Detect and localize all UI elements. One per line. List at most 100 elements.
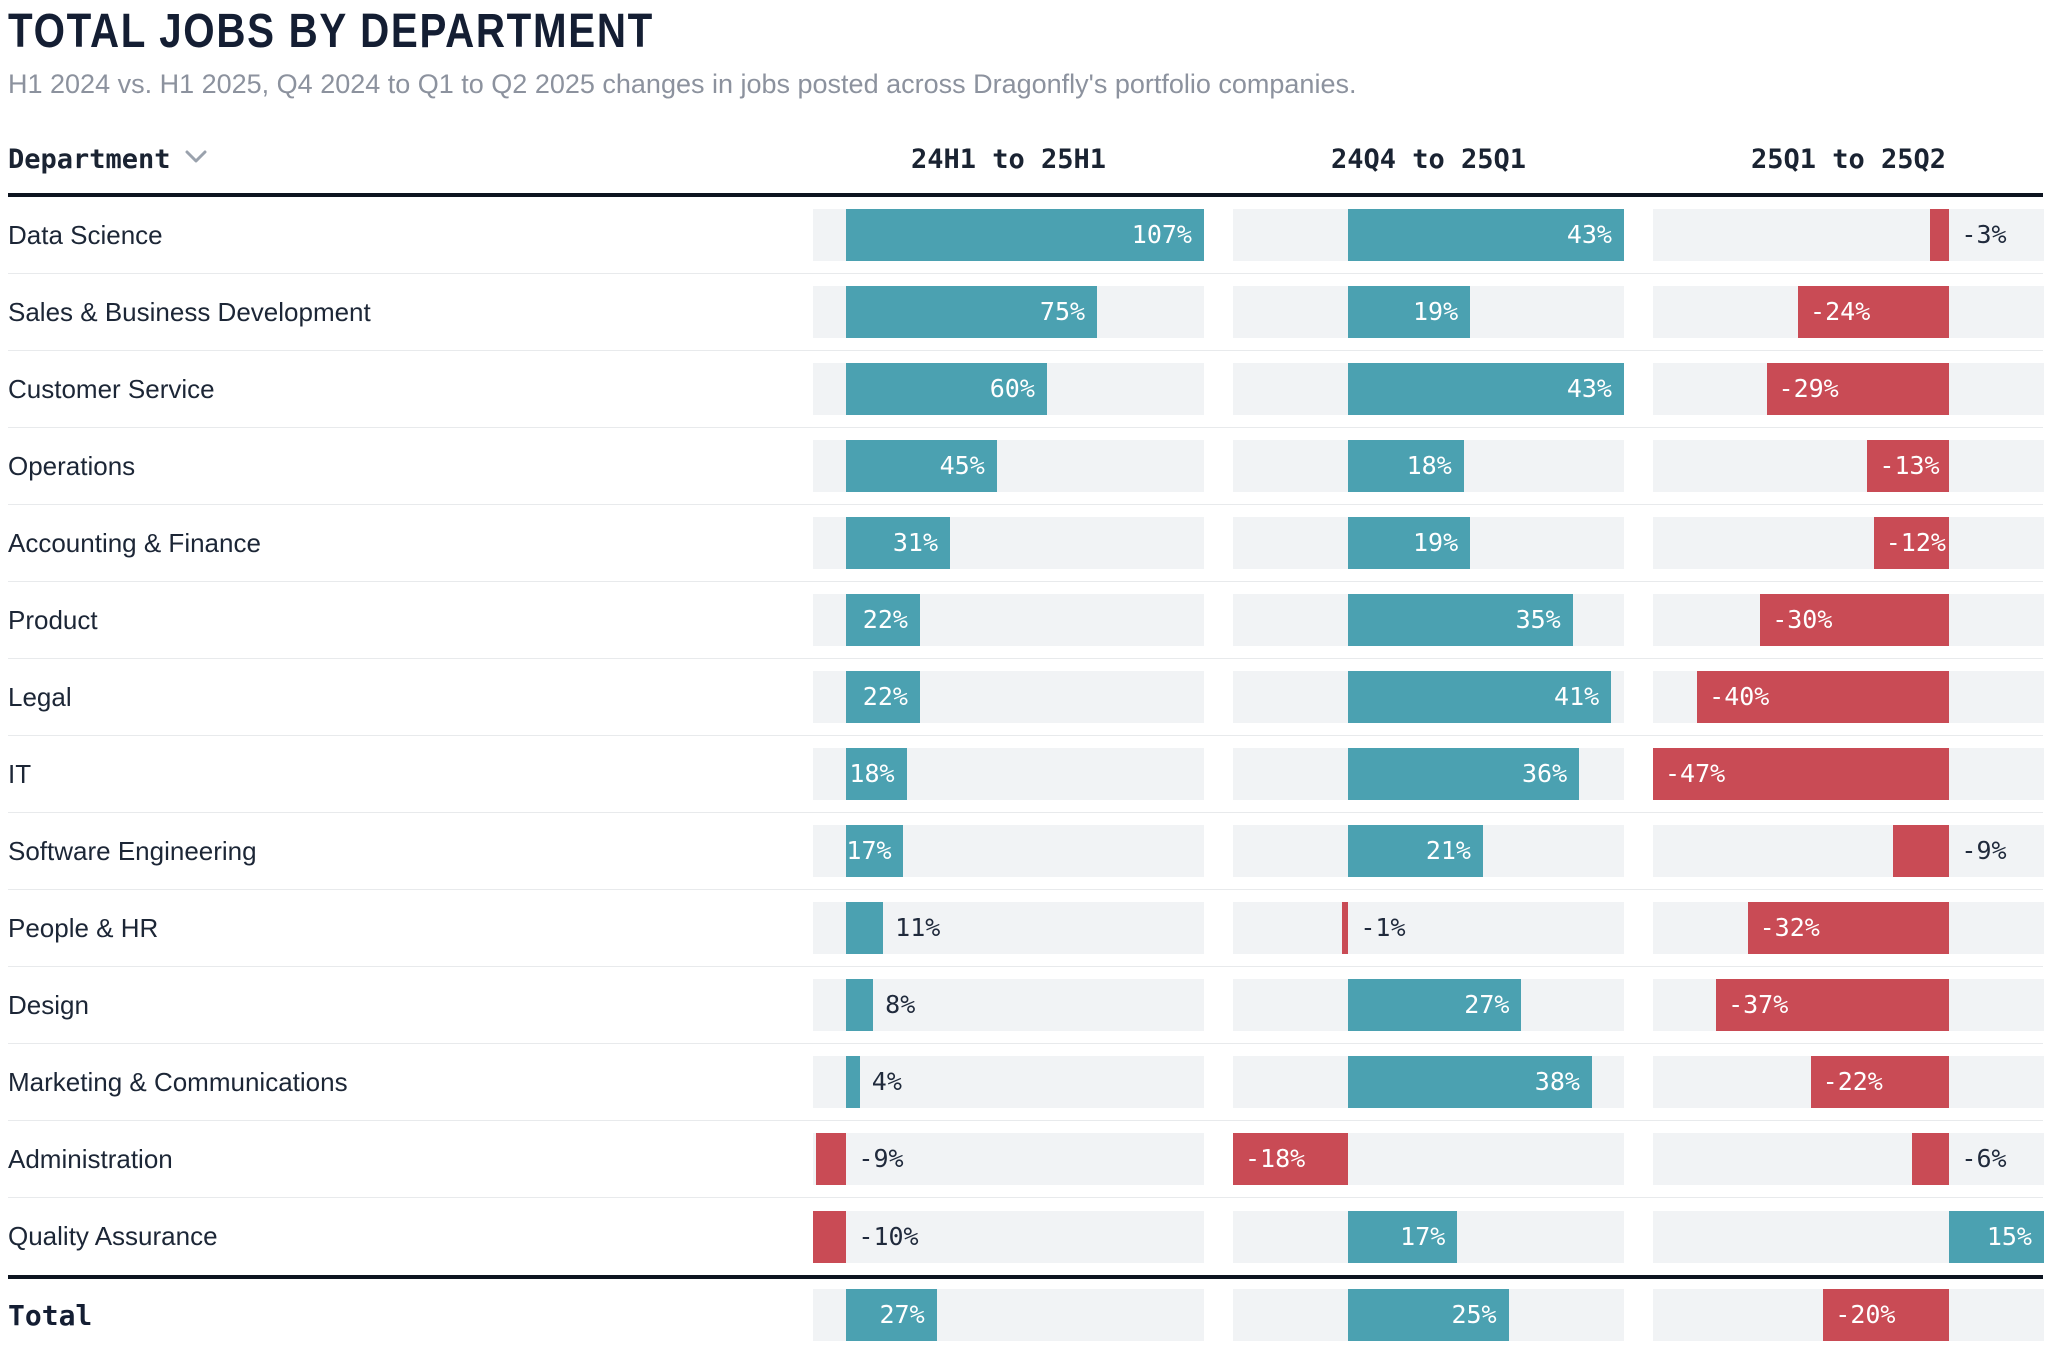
bar-negative: -20%	[1823, 1289, 1950, 1341]
bar-track: -3%	[1653, 209, 2044, 261]
table-row: Product 22% 35% -30%	[8, 582, 2044, 659]
bar-track: -29%	[1653, 363, 2044, 415]
bar-negative	[1911, 1133, 1950, 1185]
bar-positive: 17%	[1348, 1210, 1458, 1263]
bar-track: 107%	[813, 209, 1204, 261]
bar-positive: 31%	[846, 517, 950, 569]
bar-track: 27%	[813, 1289, 1204, 1341]
bar-value-label: 17%	[846, 836, 892, 865]
bar-track: 11%	[813, 902, 1204, 954]
bar-track: 35%	[1233, 594, 1624, 646]
header-divider	[8, 193, 2043, 197]
bar-value-label: 60%	[989, 374, 1035, 403]
bar-positive: 22%	[846, 671, 920, 723]
department-label: People & HR	[8, 912, 159, 943]
bar-value-label: -18%	[1245, 1144, 1306, 1173]
bar-positive: 36%	[1348, 748, 1580, 800]
bar-negative: -37%	[1716, 979, 1950, 1031]
bar-value-label: -32%	[1759, 913, 1820, 942]
bar-positive: 43%	[1348, 209, 1624, 261]
bar-value-label: -3%	[1961, 220, 2007, 249]
bar-positive: 60%	[846, 363, 1047, 415]
bar-track: 17%	[813, 825, 1204, 877]
bar-track: -12%	[1653, 517, 2044, 569]
department-label: Legal	[8, 681, 72, 712]
table-row: Sales & Business Development 75% 19% -24%	[8, 274, 2044, 351]
table-footer: Total 27% 25% -20%	[8, 1279, 2044, 1351]
bar-positive: 25%	[1348, 1289, 1509, 1341]
table-row: Customer Service 60% 43% -29%	[8, 351, 2044, 428]
table-row: Software Engineering 17% 21% -9%	[8, 813, 2044, 890]
total-row: Total 27% 25% -20%	[8, 1279, 2044, 1351]
bar-value-label: -1%	[1360, 913, 1406, 942]
bar-track: 22%	[813, 671, 1204, 723]
bar-negative: -29%	[1766, 363, 1950, 415]
bar-track: 18%	[1233, 440, 1624, 492]
table-body: Data Science 107% 43% -3% Sales & Business D…	[8, 197, 2044, 1275]
total-divider	[8, 1275, 2043, 1279]
bar-value-label: -29%	[1778, 374, 1839, 403]
bar-negative: -12%	[1873, 517, 1950, 569]
bar-positive: 38%	[1348, 1056, 1592, 1108]
bar-positive: 27%	[846, 1289, 937, 1341]
bar-value-label: 22%	[862, 605, 908, 634]
bar-positive: 22%	[846, 594, 920, 646]
bar-track: -9%	[1653, 825, 2044, 877]
bar-value-label: -47%	[1665, 759, 1726, 788]
bar-track: -18%	[1233, 1133, 1624, 1185]
bar-value-label: 36%	[1521, 759, 1568, 788]
bar-positive	[846, 979, 874, 1031]
table-row: IT 18% 36% -47%	[8, 736, 2044, 813]
bar-negative	[816, 1133, 847, 1185]
bar-track: 31%	[813, 517, 1204, 569]
bar-value-label: 41%	[1554, 682, 1600, 711]
bar-track: 27%	[1233, 979, 1624, 1031]
department-label: Design	[8, 989, 89, 1020]
department-sort-header[interactable]: Department	[8, 144, 784, 175]
bar-track: 19%	[1233, 286, 1624, 338]
bar-track: -13%	[1653, 440, 2044, 492]
column-header-1: 24H1 to 25H1	[910, 144, 1107, 175]
bar-positive: 15%	[1949, 1210, 2044, 1263]
bar-value-label: -20%	[1835, 1300, 1896, 1329]
bar-positive: 27%	[1348, 979, 1522, 1031]
bar-negative: -47%	[1653, 748, 1950, 800]
bar-track: 45%	[813, 440, 1204, 492]
table-row: People & HR 11% -1% -32%	[8, 890, 2044, 967]
bar-track: -20%	[1653, 1289, 2044, 1341]
bar-track: -30%	[1653, 594, 2044, 646]
bar-track: -10%	[813, 1210, 1204, 1263]
bar-track: -32%	[1653, 902, 2044, 954]
bar-positive: 19%	[1348, 517, 1471, 569]
bar-positive: 75%	[846, 286, 1098, 338]
bar-value-label: -22%	[1822, 1067, 1883, 1096]
bar-track: 38%	[1233, 1056, 1624, 1108]
bar-track: 43%	[1233, 209, 1624, 261]
bar-negative: -40%	[1697, 671, 1950, 723]
table-row: Legal 22% 41% -40%	[8, 659, 2044, 736]
page-title: TOTAL JOBS BY DEPARTMENT	[8, 4, 2043, 58]
bar-positive: 35%	[1348, 594, 1573, 646]
department-label: Quality Assurance	[8, 1221, 218, 1251]
department-label: Data Science	[8, 219, 163, 250]
bar-negative: -18%	[1233, 1133, 1349, 1185]
bar-negative: -13%	[1867, 440, 1950, 492]
bar-track: 21%	[1233, 825, 1624, 877]
bar-value-label: -30%	[1772, 605, 1833, 634]
department-label: Marketing & Communications	[8, 1066, 348, 1097]
bar-value-label: 35%	[1515, 605, 1561, 634]
department-label: Administration	[8, 1143, 173, 1174]
bar-value-label: -10%	[858, 1221, 919, 1251]
bar-value-label: 8%	[885, 990, 916, 1019]
table-row: Operations 45% 18% -13%	[8, 428, 2044, 505]
bar-value-label: 31%	[892, 528, 938, 557]
bar-track: -6%	[1653, 1133, 2044, 1185]
bar-negative	[1892, 825, 1950, 877]
table-row: Marketing & Communications 4% 38% -22%	[8, 1044, 2044, 1121]
bar-value-label: 19%	[1413, 528, 1459, 557]
table-row: Data Science 107% 43% -3%	[8, 197, 2044, 274]
bar-value-label: 19%	[1413, 297, 1459, 326]
column-header-3: 25Q1 to 25Q2	[1750, 144, 1947, 175]
bar-track: -37%	[1653, 979, 2044, 1031]
